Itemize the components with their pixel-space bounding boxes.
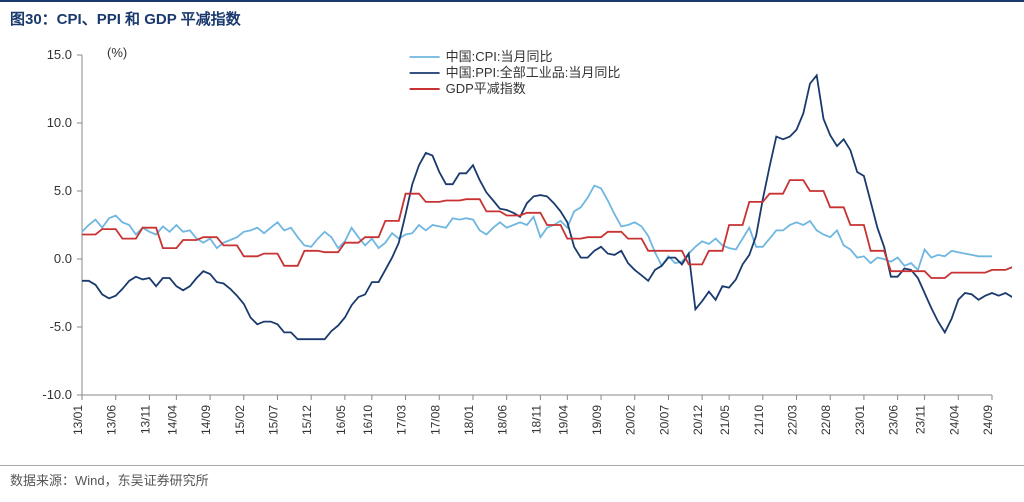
- svg-text:17/03: 17/03: [395, 405, 409, 435]
- legend-label: GDP平减指数: [446, 81, 526, 96]
- svg-text:21/05: 21/05: [718, 405, 732, 435]
- series-line: [82, 75, 1012, 339]
- svg-text:15/12: 15/12: [300, 405, 314, 435]
- svg-text:21/10: 21/10: [752, 405, 766, 435]
- svg-text:17/08: 17/08: [428, 405, 442, 435]
- svg-text:16/05: 16/05: [334, 405, 348, 435]
- svg-text:18/01: 18/01: [462, 405, 476, 435]
- chart-area: -10.0 -5.0 0.0 5.0 10.0 15.0 (%) 13/01 13/06 13/1…: [12, 35, 1012, 465]
- svg-text:(%): (%): [107, 45, 127, 60]
- svg-text:13/06: 13/06: [105, 405, 119, 435]
- svg-text:22/03: 22/03: [786, 405, 800, 435]
- chart-title: 图30：CPI、PPI 和 GDP 平减指数: [10, 8, 1014, 29]
- series-line: [82, 186, 992, 270]
- svg-text:15/02: 15/02: [233, 405, 247, 435]
- source-text: 数据来源：Wind，东吴证券研究所: [0, 465, 1024, 493]
- svg-text:23/06: 23/06: [887, 405, 901, 435]
- svg-text:15.0: 15.0: [47, 47, 72, 62]
- svg-text:5.0: 5.0: [54, 183, 72, 198]
- svg-text:16/10: 16/10: [361, 405, 375, 435]
- svg-text:-10.0: -10.0: [42, 387, 72, 402]
- svg-text:18/11: 18/11: [529, 405, 543, 434]
- legend-label: 中国:PPI:全部工业品:当月同比: [446, 65, 621, 80]
- title-bar: 图30：CPI、PPI 和 GDP 平减指数: [0, 0, 1024, 35]
- chart-container: 图30：CPI、PPI 和 GDP 平减指数 -10.0 -5.0 0.0 5.0 10…: [0, 0, 1024, 502]
- chart-svg: -10.0 -5.0 0.0 5.0 10.0 15.0 (%) 13/01 13/06 13/1…: [12, 35, 1012, 465]
- svg-text:15/07: 15/07: [266, 405, 280, 435]
- svg-text:20/07: 20/07: [657, 405, 671, 435]
- svg-text:20/02: 20/02: [624, 405, 638, 435]
- legend-label: 中国:CPI:当月同比: [446, 49, 553, 64]
- svg-text:24/04: 24/04: [947, 405, 961, 435]
- svg-text:22/08: 22/08: [819, 405, 833, 435]
- svg-text:23/11: 23/11: [914, 405, 928, 434]
- svg-text:19/09: 19/09: [590, 405, 604, 435]
- svg-text:24/09: 24/09: [981, 405, 995, 435]
- svg-text:18/06: 18/06: [496, 405, 510, 435]
- svg-text:10.0: 10.0: [47, 115, 72, 130]
- svg-text:14/09: 14/09: [199, 405, 213, 435]
- svg-text:13/11: 13/11: [138, 405, 152, 434]
- svg-text:-5.0: -5.0: [50, 319, 72, 334]
- svg-text:23/01: 23/01: [853, 405, 867, 435]
- svg-text:0.0: 0.0: [54, 251, 72, 266]
- svg-text:14/04: 14/04: [165, 405, 179, 435]
- svg-text:20/12: 20/12: [691, 405, 705, 435]
- svg-text:13/01: 13/01: [71, 405, 85, 435]
- svg-text:19/04: 19/04: [556, 405, 570, 435]
